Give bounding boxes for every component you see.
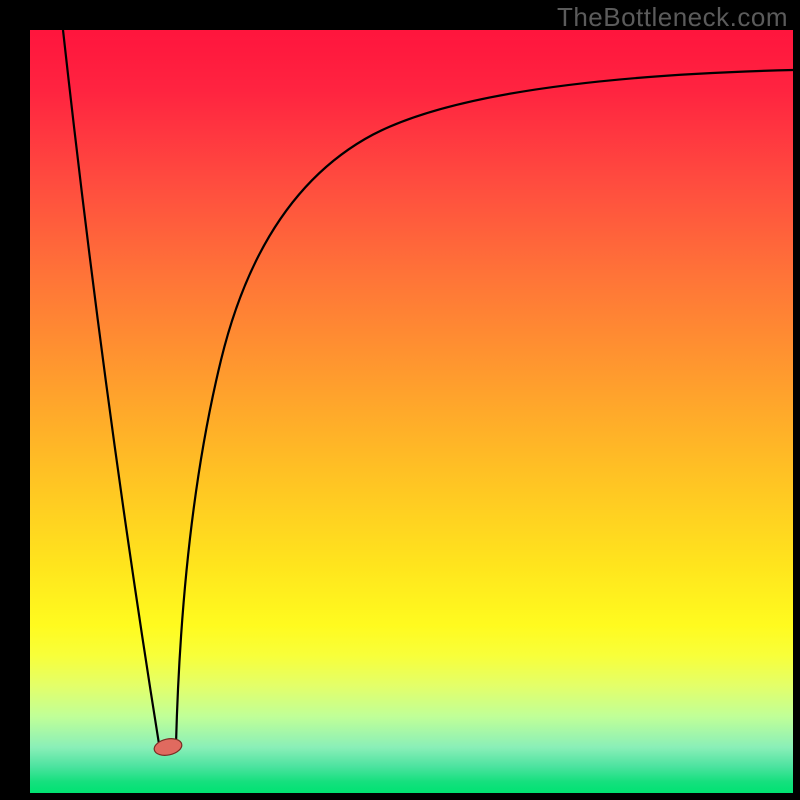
right-curve (176, 70, 793, 744)
left-curve (63, 30, 159, 744)
plot-area (30, 30, 793, 793)
watermark-text: TheBottleneck.com (557, 2, 788, 33)
chart-root: TheBottleneck.com (0, 0, 800, 800)
curve-layer (0, 0, 800, 800)
